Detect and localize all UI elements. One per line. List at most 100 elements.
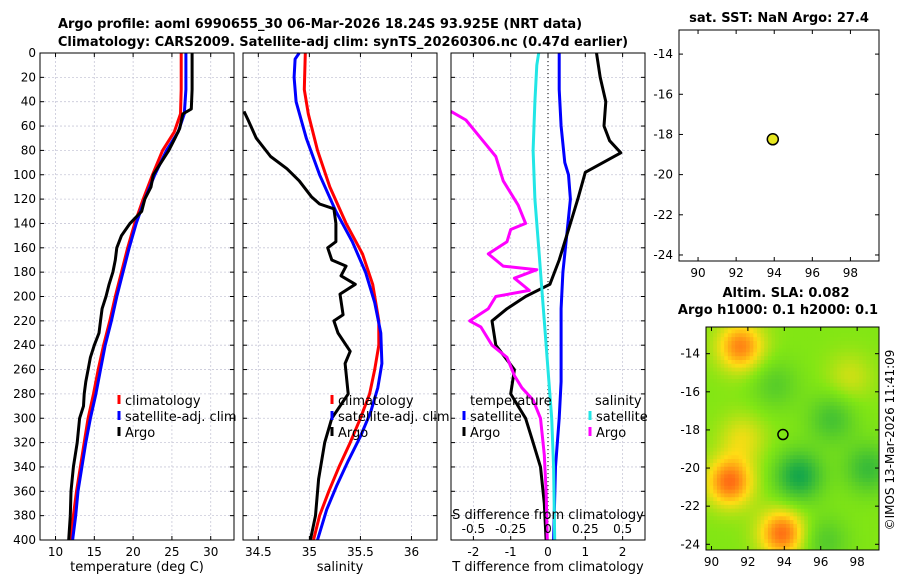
heatmap-cell [807,435,813,441]
heatmap-cell [753,489,758,494]
heatmap-cell [767,466,773,471]
heatmap-cell [782,328,787,334]
series-line-argo-s- [450,110,549,541]
legend-label: climatology [125,394,201,409]
heatmap-cell [797,405,802,410]
heatmap-cell [749,332,754,338]
heatmap-cell [746,447,751,452]
heatmap-cell [840,477,845,482]
heatmap-cell [866,351,871,357]
heatmap-cell [797,340,802,345]
heatmap-cell [731,492,736,498]
heatmap-cell [866,382,871,387]
heatmap-cell [767,504,773,509]
heatmap-cell [771,542,776,547]
heatmap-cell [753,492,758,498]
heatmap-cell [749,496,754,502]
heatmap-cell [771,458,776,463]
heatmap-cell [727,327,733,330]
heatmap-cell [833,477,838,482]
heatmap-cell [775,397,780,402]
heatmap-cell [746,534,751,540]
heatmap-cell [851,492,856,498]
heatmap-cell [869,435,875,441]
heatmap-cell [829,523,835,528]
heatmap-cell [855,344,860,349]
heatmap-cell [815,504,820,509]
heatmap-cell [786,332,791,338]
heatmap-cell [706,477,711,482]
heatmap-cell [782,393,787,399]
heatmap-cell [709,420,714,425]
heatmap-cell [829,332,835,338]
heatmap-cell [826,347,831,353]
heatmap-cell [844,340,849,345]
heatmap-cell [764,485,769,490]
heatmap-cell [855,374,860,380]
heatmap-cell [851,382,856,387]
heatmap-cell [709,435,714,441]
heatmap-cell [782,420,787,425]
heatmap-cell [837,378,842,383]
heatmap-cell [866,523,871,528]
heatmap-cell [862,527,867,532]
heatmap-cell [789,485,795,490]
heatmap-cell [786,454,791,460]
heatmap-cell [775,450,780,456]
heatmap-cell [840,466,845,471]
heatmap-cell [797,401,802,406]
heatmap-cell [786,515,791,521]
heatmap-cell [869,496,875,502]
heatmap-cell [869,454,875,460]
heatmap-cell [858,527,864,532]
heatmap-cell [709,477,714,482]
heatmap-cell [837,504,842,509]
heatmap-cell [738,327,744,330]
heatmap-cell [793,473,798,479]
heatmap-cell [844,466,849,471]
heatmap-cell [742,351,747,357]
heatmap-cell [844,327,849,330]
heatmap-cell [764,496,769,502]
heatmap-cell [855,496,860,502]
heatmap-cell [709,378,714,383]
heatmap-cell [844,489,849,494]
heatmap-cell [764,363,769,368]
heatmap-cell [855,466,860,471]
heatmap-cell [749,386,754,391]
heatmap-cell [826,389,831,395]
heatmap-cell [844,435,849,441]
heatmap-cell [764,367,769,372]
heatmap-cell [731,519,736,524]
heatmap-cell [789,523,795,528]
heatmap-cell [855,504,860,509]
heatmap-cell [782,367,787,372]
heatmap-cell [826,500,831,505]
heatmap-cell [822,424,827,429]
heatmap-cell [822,466,827,471]
heatmap-cell [724,363,729,368]
heatmap-cell [724,336,729,341]
heatmap-cell [826,469,831,475]
heatmap-cell [789,340,795,345]
heatmap-cell [749,397,754,402]
heatmap-cell [709,428,714,433]
heatmap-cell [844,469,849,475]
heatmap-cell [778,481,784,486]
heatmap-cell [775,344,780,349]
heatmap-cell [706,378,711,383]
heatmap-cell [709,363,714,368]
heatmap-cell [724,454,729,460]
x-tick-label: 20 [125,545,140,559]
heatmap-cell [815,527,820,532]
x-tick-label: 96 [813,555,828,569]
heatmap-cell [807,546,813,550]
heatmap-cell [775,511,780,517]
heatmap-cell [746,477,751,482]
heatmap-cell [807,496,813,502]
heatmap-cell [727,401,733,406]
heatmap-cell [851,336,856,341]
heatmap-cell [789,382,795,387]
heatmap-cell [807,504,813,509]
heatmap-cell [800,420,805,425]
